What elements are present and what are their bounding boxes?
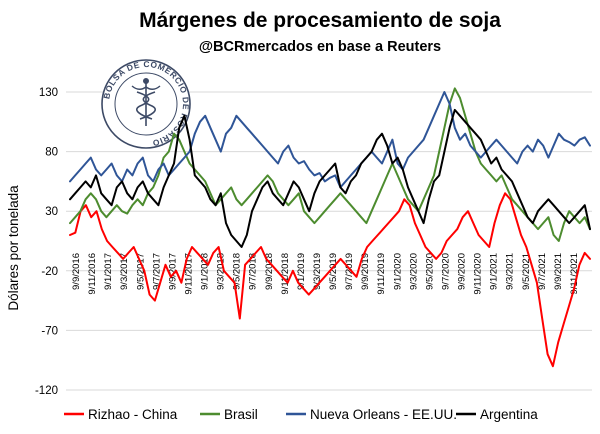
legend-label: Rizhao - China bbox=[88, 407, 178, 422]
series-line-brasil bbox=[69, 87, 591, 242]
x-tick-label: 9/1/2017 bbox=[103, 253, 114, 290]
y-tick-label: -120 bbox=[35, 385, 58, 397]
y-tick-label: 130 bbox=[39, 87, 58, 99]
x-tick-label: 9/7/2019 bbox=[344, 253, 355, 290]
x-tick-label: 9/5/2017 bbox=[135, 253, 146, 290]
x-tick-label: 9/7/2017 bbox=[151, 253, 162, 290]
caduceus-icon bbox=[131, 77, 161, 126]
x-tick-label: 9/5/2021 bbox=[521, 253, 532, 290]
x-tick-label: 9/3/2020 bbox=[408, 253, 419, 290]
y-tick-label: 30 bbox=[45, 206, 58, 218]
x-tick-label: 9/9/2019 bbox=[360, 253, 371, 290]
x-tick-label: 9/1/2018 bbox=[200, 253, 211, 290]
x-tick-label: 9/3/2021 bbox=[505, 253, 516, 290]
x-tick-label: 9/11/2018 bbox=[280, 253, 291, 295]
x-tick-label: 9/1/2019 bbox=[296, 253, 307, 290]
seal-inner-ring bbox=[114, 72, 178, 136]
legend-label: Brasil bbox=[224, 407, 258, 422]
x-tick-label: 9/9/2016 bbox=[71, 253, 82, 290]
x-tick-label: 9/5/2020 bbox=[424, 253, 435, 290]
x-tick-label: 9/5/2019 bbox=[328, 253, 339, 290]
x-tick-label: 9/9/2020 bbox=[457, 253, 468, 290]
legend-label: Argentina bbox=[480, 407, 538, 422]
x-tick-label: 9/3/2017 bbox=[119, 253, 130, 290]
series-line-argentina bbox=[69, 108, 591, 248]
x-tick-label: 9/1/2020 bbox=[392, 253, 403, 290]
x-tick-label: 9/1/2021 bbox=[489, 253, 500, 290]
x-tick-label: 9/9/2021 bbox=[553, 253, 564, 290]
x-axis-ticks: 9/9/2016 9/11/2016 9/1/2017 9/3/2017 9/5/201… bbox=[71, 253, 580, 295]
chart-title: Márgenes de procesamiento de soja bbox=[139, 9, 501, 32]
x-tick-label: 9/11/2017 bbox=[184, 253, 195, 295]
x-tick-label: 9/5/2018 bbox=[232, 253, 243, 290]
x-tick-label: 9/7/2018 bbox=[248, 253, 259, 290]
y-tick-label: -20 bbox=[41, 266, 58, 278]
x-tick-label: 9/9/2017 bbox=[167, 253, 178, 290]
series-line-nueva-orleans-ee-uu bbox=[69, 91, 591, 189]
x-tick-label: 9/7/2021 bbox=[537, 253, 548, 290]
legend: Rizhao - China Brasil Nueva Orleans - EE.U… bbox=[64, 407, 538, 422]
y-tick-label: 80 bbox=[45, 147, 58, 159]
x-tick-label: 9/11/2020 bbox=[473, 253, 484, 295]
gridlines bbox=[66, 91, 592, 391]
chart-subtitle: @BCRmercados en base a Reuters bbox=[199, 39, 441, 55]
y-axis-label: Dólares por tonelada bbox=[6, 185, 21, 311]
x-tick-label: 9/7/2020 bbox=[441, 253, 452, 290]
x-tick-label: 9/3/2018 bbox=[216, 253, 227, 290]
x-tick-label: 9/11/2021 bbox=[569, 253, 580, 295]
series-line-rizhao-china bbox=[69, 192, 591, 368]
x-tick-label: 9/3/2019 bbox=[312, 253, 323, 290]
x-tick-label: 9/11/2019 bbox=[376, 253, 387, 295]
x-tick-label: 9/9/2018 bbox=[264, 253, 275, 290]
series-lines bbox=[69, 87, 591, 368]
x-tick-label: 9/11/2016 bbox=[87, 253, 98, 295]
bcr-seal-logo: BOLSA DE COMERCIO DE ROSARIO bbox=[101, 59, 191, 149]
y-tick-label: -70 bbox=[41, 325, 58, 337]
legend-label: Nueva Orleans - EE.UU. bbox=[310, 407, 457, 422]
y-axis-ticks: 130 80 30 -20 -70 -120 bbox=[35, 87, 58, 397]
